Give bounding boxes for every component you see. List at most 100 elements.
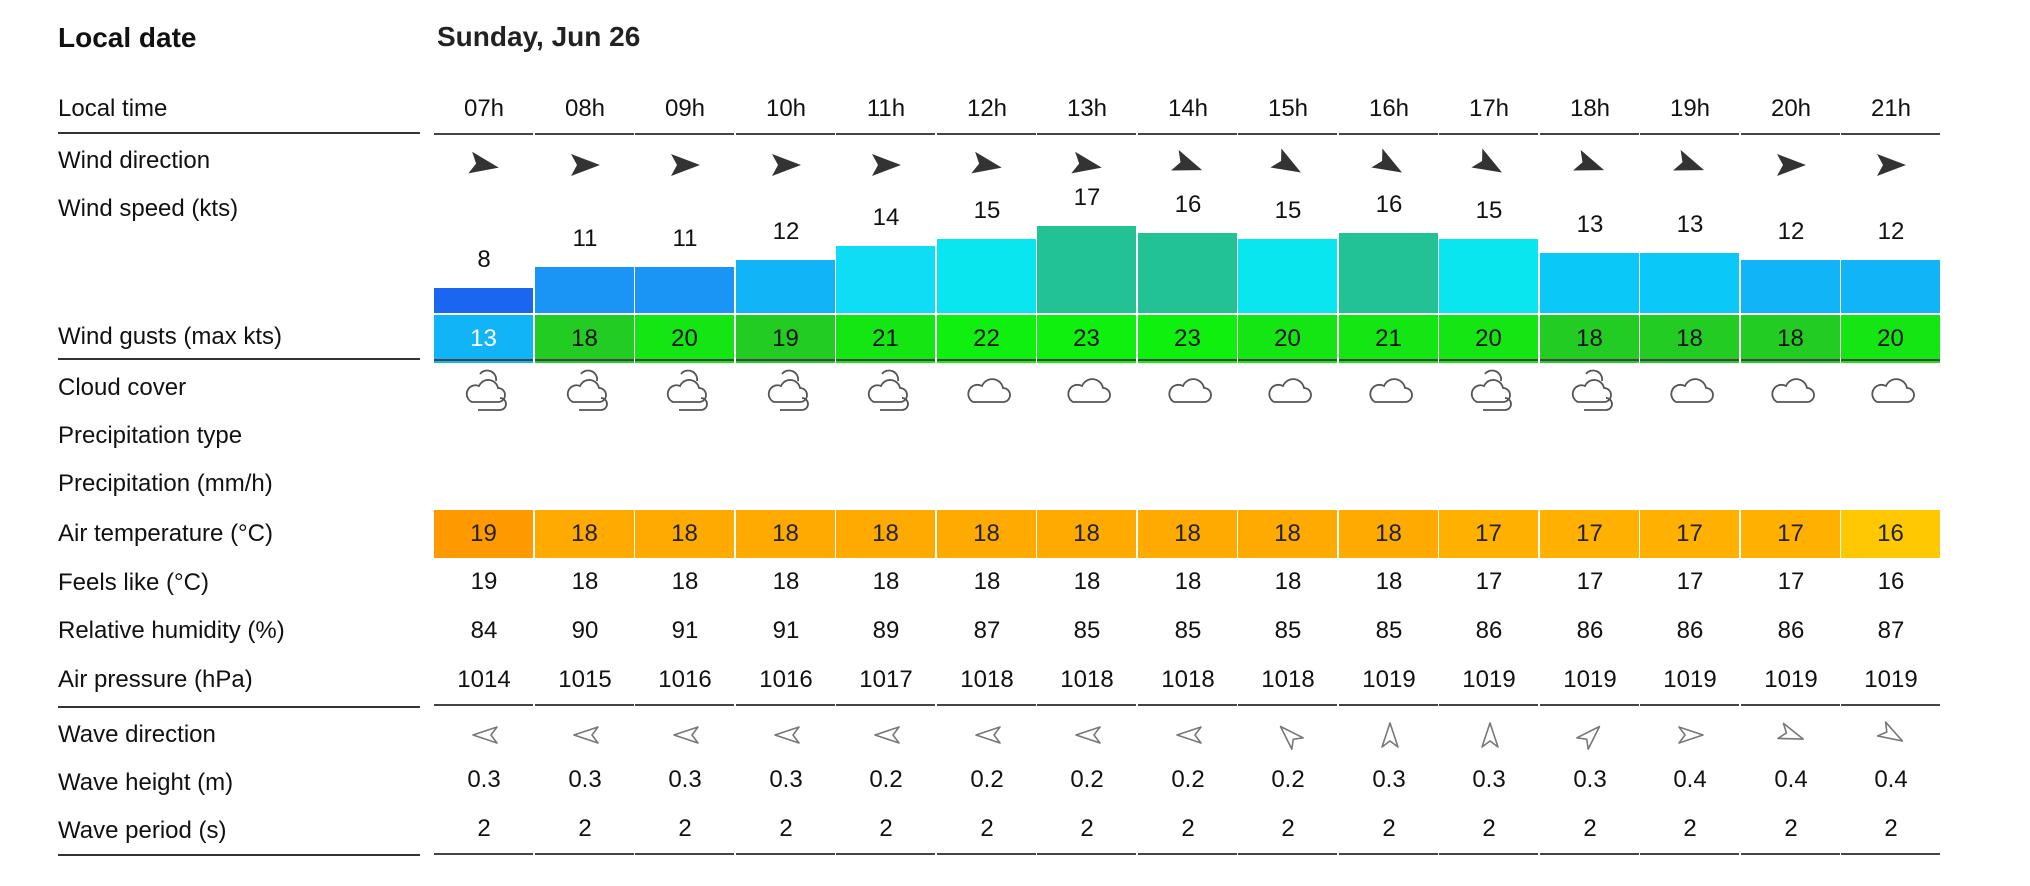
feels-like-value: 18 (772, 568, 800, 595)
hour-label: 12h (966, 95, 1008, 122)
wind-speed-value: 15 (1274, 197, 1302, 224)
wave-period-value: 2 (1784, 815, 1798, 842)
row-divider (937, 133, 1036, 135)
wind-direction-arrow-icon (1067, 145, 1107, 185)
hour-label: 08h (564, 95, 606, 122)
air-temperature-value: 17 (1640, 510, 1739, 558)
humidity-value: 85 (1274, 617, 1302, 644)
air-temperature-value: 18 (937, 510, 1036, 558)
pressure-value: 1018 (1261, 666, 1315, 693)
local-time-label: Local time (58, 95, 168, 122)
humidity-value: 86 (1676, 617, 1704, 644)
pressure-value: 1016 (658, 666, 712, 693)
pressure-value: 1018 (960, 666, 1014, 693)
hour-label: 18h (1569, 95, 1611, 122)
cloud-icon (1264, 368, 1314, 414)
wind-direction-arrow-icon (1570, 145, 1610, 185)
wind-direction-arrow-icon (766, 145, 806, 185)
row-divider (836, 359, 935, 361)
wave-height-value: 0.3 (1372, 766, 1406, 793)
row-divider (434, 704, 533, 706)
wind-speed-value: 12 (772, 218, 800, 245)
wave-period-value: 2 (477, 815, 491, 842)
feels-like-value: 18 (872, 568, 900, 595)
row-divider (1741, 853, 1840, 855)
wind-speed-bar (1439, 239, 1538, 313)
wave-direction-arrow-icon (1472, 717, 1508, 753)
row-divider (937, 704, 1036, 706)
feels-like-value: 16 (1877, 568, 1905, 595)
row-divider (434, 359, 533, 361)
label-divider (58, 132, 420, 134)
hour-label: 09h (664, 95, 706, 122)
wind-speed-bar (1138, 233, 1237, 313)
row-divider (1841, 853, 1940, 855)
hour-label: 11h (866, 95, 906, 122)
wind-speed-value: 12 (1877, 218, 1905, 245)
wind-speed-value: 17 (1073, 184, 1101, 211)
wave-direction-arrow-icon (769, 717, 805, 753)
wave-direction-arrow-icon (1673, 717, 1709, 753)
wave-direction-arrow-icon (1372, 717, 1408, 753)
wind-direction-arrow-icon (1469, 145, 1509, 185)
hour-label: 15h (1267, 95, 1309, 122)
wind-gust-value: 20 (1238, 315, 1337, 363)
cloud-icon (1767, 368, 1817, 414)
label-divider (58, 854, 420, 856)
wind-speed-value: 8 (477, 246, 491, 273)
feels-like-value: 18 (671, 568, 699, 595)
wave-period-value: 2 (1382, 815, 1396, 842)
feels-like-value: 18 (973, 568, 1001, 595)
wind-speed-value: 14 (872, 204, 900, 231)
row-divider (434, 133, 533, 135)
wave-period-value: 2 (879, 815, 893, 842)
wind-gust-value: 18 (1640, 315, 1739, 363)
row-divider (836, 853, 935, 855)
hour-label: 21h (1870, 95, 1912, 122)
wind-speed-bar (1640, 253, 1739, 313)
wave-height-value: 0.3 (467, 766, 501, 793)
humidity-value: 89 (872, 617, 900, 644)
row-divider (836, 704, 935, 706)
precipitation-type-label: Precipitation type (58, 422, 243, 449)
row-divider (1238, 359, 1337, 361)
wind-gust-value: 18 (1741, 315, 1840, 363)
wave-period-value: 2 (1583, 815, 1597, 842)
wind-gust-value: 20 (1841, 315, 1940, 363)
wind-speed-value: 13 (1576, 211, 1604, 238)
cloud-icon (1164, 368, 1214, 414)
air-temperature-value: 18 (635, 510, 734, 558)
row-divider (736, 704, 835, 706)
wave-height-value: 0.2 (1070, 766, 1104, 793)
hour-label: 17h (1468, 95, 1510, 122)
cloud-icon (963, 368, 1013, 414)
wind-speed-value: 13 (1676, 211, 1704, 238)
cloud-sun-icon (1566, 368, 1616, 414)
row-divider (1037, 704, 1136, 706)
label-divider (58, 358, 420, 360)
wave-height-value: 0.4 (1774, 766, 1808, 793)
pressure-value: 1018 (1060, 666, 1114, 693)
air-temperature-value: 18 (535, 510, 634, 558)
row-divider (635, 359, 734, 361)
wave-direction-arrow-icon (869, 717, 905, 753)
row-divider (1238, 133, 1337, 135)
feels-like-value: 17 (1475, 568, 1503, 595)
row-divider (1640, 704, 1739, 706)
wind-direction-arrow-icon (1771, 145, 1811, 185)
air-pressure-label: Air pressure (hPa) (58, 666, 253, 693)
row-divider (1841, 359, 1940, 361)
wind-gust-value: 21 (836, 315, 935, 363)
wave-direction-arrow-icon (1573, 717, 1609, 753)
feels-like-value: 18 (571, 568, 599, 595)
row-divider (1741, 359, 1840, 361)
row-divider (1540, 704, 1639, 706)
wave-height-label: Wave height (m) (58, 769, 234, 796)
wind-direction-arrow-icon (1871, 145, 1911, 185)
air-temperature-value: 18 (1238, 510, 1337, 558)
wave-height-value: 0.2 (1271, 766, 1305, 793)
row-divider (434, 853, 533, 855)
wind-gust-value: 18 (1540, 315, 1639, 363)
cloud-sun-icon (862, 368, 912, 414)
wind-gust-value: 22 (937, 315, 1036, 363)
